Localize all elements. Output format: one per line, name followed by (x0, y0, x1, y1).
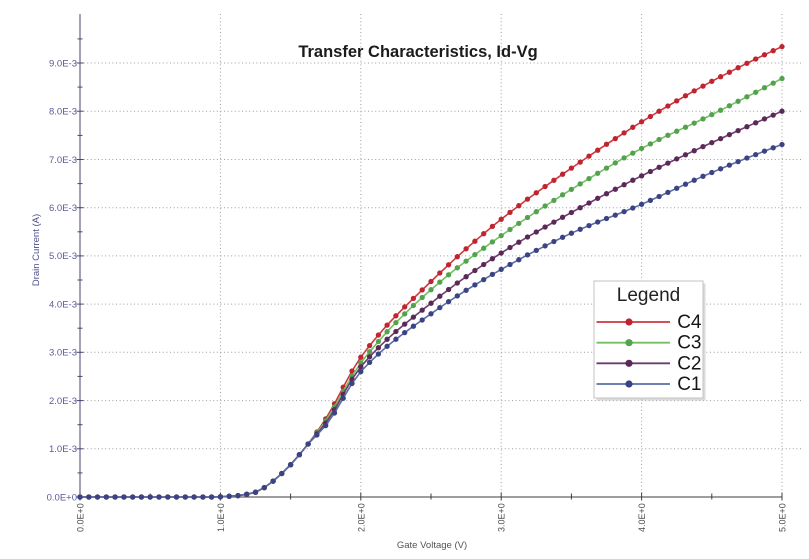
svg-text:5.0E-3: 5.0E-3 (49, 251, 77, 262)
svg-text:C3: C3 (677, 333, 701, 354)
svg-text:C4: C4 (677, 312, 702, 333)
svg-text:5.0E+0: 5.0E+0 (778, 503, 788, 532)
svg-text:0.0E+0: 0.0E+0 (76, 503, 86, 532)
svg-text:Legend: Legend (617, 285, 680, 306)
svg-text:0.0E+0: 0.0E+0 (47, 492, 77, 503)
svg-text:4.0E+0: 4.0E+0 (637, 503, 647, 532)
svg-text:3.0E-3: 3.0E-3 (49, 348, 77, 359)
svg-text:Transfer Characteristics, Id-V: Transfer Characteristics, Id-Vg (298, 43, 537, 61)
svg-text:7.0E-3: 7.0E-3 (49, 155, 77, 166)
svg-text:C2: C2 (677, 353, 701, 374)
svg-text:C1: C1 (677, 374, 701, 395)
svg-text:3.0E+0: 3.0E+0 (497, 503, 507, 532)
svg-text:9.0E-3: 9.0E-3 (49, 58, 77, 69)
svg-text:4.0E-3: 4.0E-3 (49, 299, 77, 310)
svg-text:1.0E+0: 1.0E+0 (216, 503, 226, 532)
svg-text:1.0E-3: 1.0E-3 (49, 444, 77, 455)
svg-text:2.0E-3: 2.0E-3 (49, 396, 77, 407)
svg-text:2.0E+0: 2.0E+0 (356, 503, 366, 532)
svg-text:8.0E-3: 8.0E-3 (49, 107, 77, 118)
svg-text:6.0E-3: 6.0E-3 (49, 203, 77, 214)
svg-text:Gate Voltage (V): Gate Voltage (V) (397, 540, 467, 551)
svg-text:Drain Current (A): Drain Current (A) (31, 214, 42, 286)
